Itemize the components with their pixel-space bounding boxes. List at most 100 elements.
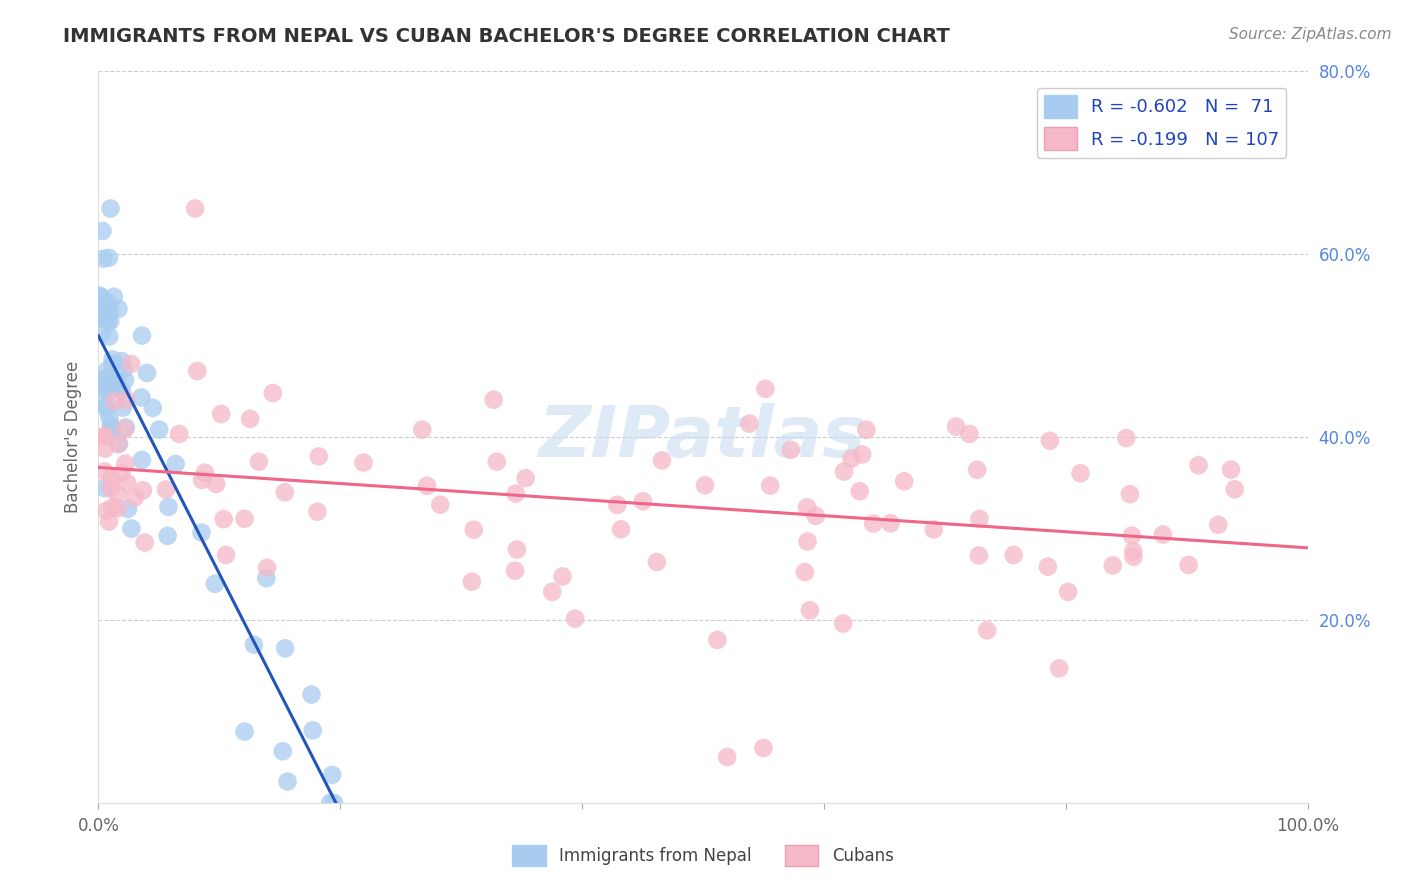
Point bbox=[101, 424, 124, 438]
Point bbox=[1220, 462, 1243, 476]
Point bbox=[1057, 584, 1080, 599]
Point bbox=[1187, 458, 1209, 473]
Point bbox=[862, 516, 884, 531]
Point bbox=[190, 525, 212, 540]
Point bbox=[957, 427, 980, 442]
Point bbox=[111, 401, 134, 415]
Text: ZIPatlas: ZIPatlas bbox=[540, 402, 866, 472]
Point bbox=[1122, 549, 1144, 564]
Legend: R = -0.602   N =  71, R = -0.199   N = 107: R = -0.602 N = 71, R = -0.199 N = 107 bbox=[1036, 87, 1286, 158]
Point bbox=[706, 632, 728, 647]
Point bbox=[564, 612, 586, 626]
Point bbox=[101, 352, 124, 367]
Point bbox=[100, 481, 122, 495]
Point bbox=[91, 224, 114, 238]
Point bbox=[93, 379, 115, 393]
Point bbox=[110, 467, 132, 481]
Point bbox=[482, 392, 505, 407]
Point bbox=[411, 423, 433, 437]
Point bbox=[754, 382, 776, 396]
Point bbox=[97, 314, 120, 328]
Point bbox=[131, 328, 153, 343]
Point bbox=[115, 392, 138, 407]
Point bbox=[111, 384, 134, 398]
Point bbox=[505, 486, 527, 500]
Point bbox=[1177, 558, 1199, 572]
Point bbox=[96, 399, 118, 413]
Point bbox=[353, 456, 375, 470]
Point bbox=[204, 577, 226, 591]
Point bbox=[148, 423, 170, 437]
Point bbox=[103, 394, 125, 409]
Point bbox=[321, 768, 343, 782]
Point bbox=[104, 376, 127, 391]
Point bbox=[322, 796, 344, 810]
Point bbox=[93, 429, 115, 443]
Point bbox=[1070, 467, 1092, 481]
Point bbox=[799, 603, 821, 617]
Point bbox=[205, 477, 228, 491]
Point bbox=[1206, 517, 1229, 532]
Point bbox=[115, 420, 138, 434]
Point bbox=[1101, 558, 1123, 573]
Point bbox=[107, 301, 129, 316]
Point bbox=[96, 301, 118, 316]
Point bbox=[107, 487, 129, 501]
Point bbox=[165, 457, 187, 471]
Legend: Immigrants from Nepal, Cubans: Immigrants from Nepal, Cubans bbox=[505, 837, 901, 875]
Point bbox=[485, 455, 508, 469]
Point bbox=[945, 419, 967, 434]
Point bbox=[301, 688, 323, 702]
Point bbox=[922, 523, 945, 537]
Point bbox=[132, 483, 155, 498]
Point bbox=[551, 569, 574, 583]
Point bbox=[89, 288, 111, 302]
Point bbox=[307, 505, 329, 519]
Point bbox=[134, 535, 156, 549]
Point bbox=[893, 475, 915, 489]
Point bbox=[107, 381, 129, 395]
Point bbox=[274, 485, 297, 500]
Text: IMMIGRANTS FROM NEPAL VS CUBAN BACHELOR'S DEGREE CORRELATION CHART: IMMIGRANTS FROM NEPAL VS CUBAN BACHELOR'… bbox=[63, 27, 950, 45]
Point bbox=[101, 379, 124, 393]
Point bbox=[124, 491, 146, 505]
Point bbox=[97, 371, 120, 385]
Point bbox=[100, 375, 122, 389]
Point bbox=[98, 314, 121, 328]
Point bbox=[274, 641, 297, 656]
Point bbox=[96, 363, 118, 377]
Point bbox=[1223, 483, 1246, 497]
Point bbox=[429, 498, 451, 512]
Point bbox=[89, 290, 111, 304]
Point bbox=[233, 512, 256, 526]
Point bbox=[1122, 544, 1144, 558]
Point bbox=[117, 501, 139, 516]
Y-axis label: Bachelor's Degree: Bachelor's Degree bbox=[65, 361, 83, 513]
Point bbox=[631, 494, 654, 508]
Point bbox=[793, 565, 815, 579]
Point bbox=[98, 329, 121, 343]
Point bbox=[1036, 559, 1059, 574]
Point bbox=[114, 422, 136, 436]
Point bbox=[131, 391, 153, 405]
Point bbox=[848, 484, 870, 499]
Point bbox=[966, 463, 988, 477]
Point bbox=[254, 571, 277, 585]
Point bbox=[262, 386, 284, 401]
Point bbox=[752, 740, 775, 755]
Point bbox=[98, 305, 121, 319]
Point bbox=[1121, 528, 1143, 542]
Point bbox=[239, 412, 262, 426]
Point bbox=[212, 512, 235, 526]
Point bbox=[97, 384, 120, 398]
Point bbox=[247, 455, 270, 469]
Point bbox=[93, 465, 115, 479]
Point bbox=[108, 436, 131, 450]
Point bbox=[107, 437, 129, 451]
Point bbox=[112, 362, 135, 376]
Point bbox=[319, 796, 342, 810]
Point bbox=[101, 357, 124, 371]
Point bbox=[114, 457, 136, 471]
Point bbox=[89, 386, 111, 401]
Point bbox=[98, 515, 121, 529]
